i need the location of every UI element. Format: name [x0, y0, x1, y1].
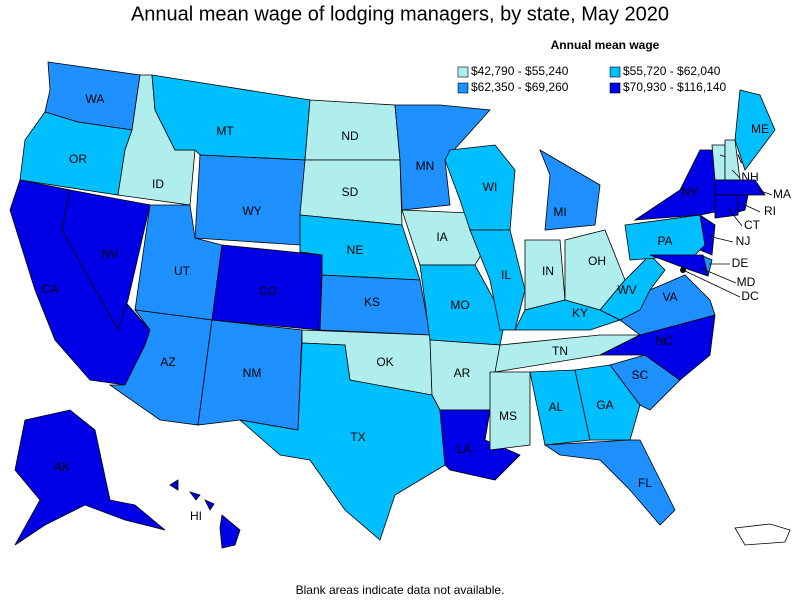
state-label: HI [190, 509, 202, 523]
footnote: Blank areas indicate data not available. [296, 583, 505, 597]
state-label: CO [259, 284, 277, 298]
state-label: NC [655, 334, 673, 348]
states: WA OR CA NV ID MT WY UT CO AZ NM ND SD NE KS OK TX MN IA MO… [9, 61, 791, 549]
leader-line [699, 267, 737, 284]
state-shape [609, 354, 681, 411]
state-shape [633, 149, 726, 221]
state-label: IN [542, 264, 554, 278]
state-label: NE [347, 243, 364, 257]
legend-label: $70,930 - $116,140 [623, 80, 727, 94]
state-label: OK [376, 355, 393, 369]
state-label: WV [617, 283, 636, 297]
state-shape [649, 254, 709, 277]
state-label: TX [350, 430, 365, 444]
legend-label: $55,720 - $62,040 [623, 64, 721, 78]
state-shape [539, 149, 601, 231]
state-label: WY [242, 204, 261, 218]
state-label: OR [69, 152, 87, 166]
state-label: KS [364, 295, 380, 309]
state-label: MT [216, 124, 234, 138]
state-label: NY [682, 185, 699, 199]
state-label: ND [341, 129, 359, 143]
state-label: NV [102, 247, 119, 261]
leader-line [742, 203, 761, 213]
state-label: MO [450, 298, 469, 312]
state-label: AZ [160, 355, 175, 369]
state-label: AK [54, 460, 70, 474]
state-shape [714, 179, 766, 196]
state-shape [194, 154, 306, 246]
leader-line [727, 207, 743, 227]
state-label: CT [744, 218, 761, 232]
state-label: CA [42, 282, 59, 296]
state-label: AL [549, 400, 564, 414]
state-label: IA [436, 230, 447, 244]
state-shape [419, 264, 506, 346]
legend-label: $42,790 - $55,240 [471, 64, 569, 78]
state-label: FL [638, 476, 652, 490]
state-label: ME [751, 122, 769, 136]
state-shape [439, 409, 521, 481]
state-label: SC [632, 368, 649, 382]
state-label: RI [764, 204, 776, 218]
state-label: KY [572, 306, 588, 320]
state-label: IL [501, 268, 511, 282]
state-shape [169, 479, 241, 549]
state-shape [151, 74, 311, 161]
legend-label: $62,350 - $69,260 [471, 80, 569, 94]
state-label: NM [243, 366, 262, 380]
state-shape [61, 189, 151, 331]
state-label: ID [152, 177, 164, 191]
state-shape [734, 89, 776, 171]
legend-title: Annual mean wage [551, 38, 660, 52]
legend: $42,790 - $55,240 $55,720 - $62,040 $62,35… [457, 64, 727, 94]
state-label: VA [662, 290, 677, 304]
state-label: GA [596, 398, 613, 412]
map-title: Annual mean wage of lodging managers, by… [131, 3, 669, 25]
state-shape [14, 409, 166, 546]
state-label: MI [553, 205, 566, 219]
state-label: DC [741, 289, 759, 303]
state-label: MS [499, 409, 517, 423]
leader-line [757, 189, 773, 196]
state-label: LA [457, 442, 472, 456]
state-shape [543, 439, 676, 526]
legend-swatch [457, 82, 469, 94]
state-label: DE [732, 256, 749, 270]
leader-line [682, 269, 741, 298]
state-shape [737, 194, 749, 213]
state-shape [238, 342, 446, 541]
state-label: MA [773, 187, 791, 201]
leader-line [731, 169, 741, 179]
state-shape [699, 214, 716, 256]
leader-line [707, 235, 734, 243]
state-label: OH [588, 254, 606, 268]
legend-swatch [457, 66, 469, 78]
state-label: MN [416, 159, 435, 173]
state-label: PA [657, 234, 672, 248]
state-shape [394, 104, 491, 211]
state-label: TN [552, 344, 568, 358]
state-label: WI [483, 180, 498, 194]
state-label: MD [737, 275, 756, 289]
state-label: NJ [736, 234, 751, 248]
state-label: UT [174, 264, 191, 278]
puerto-rico [734, 523, 791, 546]
state-label: AR [454, 366, 471, 380]
state-shape [714, 194, 739, 219]
legend-swatch [609, 82, 621, 94]
state-shape [489, 371, 531, 451]
state-label: WA [86, 92, 105, 106]
legend-swatch [609, 66, 621, 78]
state-label: SD [342, 185, 359, 199]
